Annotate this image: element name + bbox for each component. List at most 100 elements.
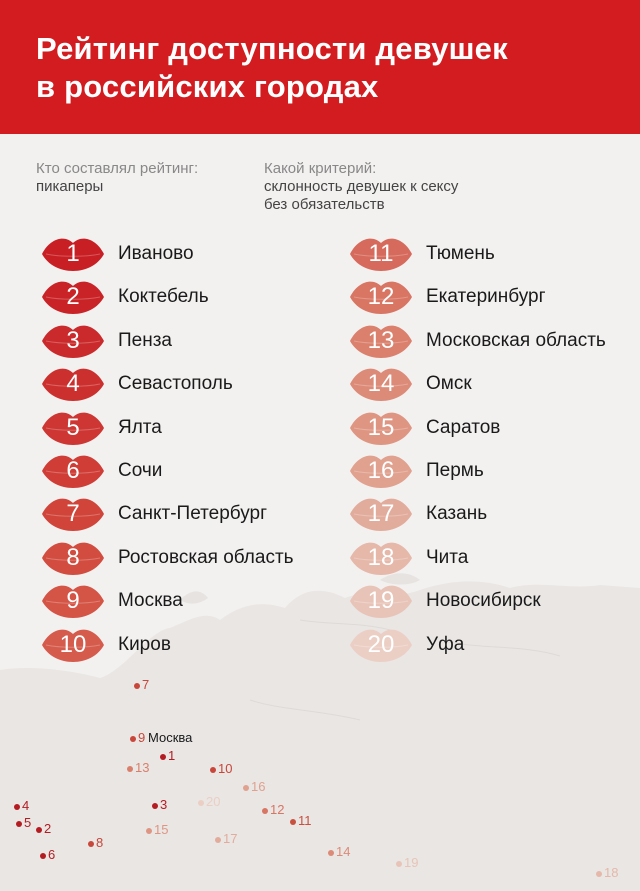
lips-icon — [348, 236, 414, 272]
map-pin: 12 — [262, 803, 284, 817]
map-pin-dot — [40, 852, 46, 859]
city-name: Уфа — [426, 633, 465, 655]
map-pin: 20 — [198, 795, 220, 809]
map-pin: 5 — [16, 816, 31, 830]
city-name: Москва — [118, 590, 183, 612]
rank-number: 14 — [367, 370, 395, 398]
map-pin-dot — [146, 827, 152, 834]
rank-number: 18 — [367, 543, 395, 571]
rank-number: 3 — [66, 326, 80, 354]
map-pin-label: 13 — [135, 760, 150, 775]
map-pin-label: 11 — [298, 813, 312, 828]
map-pin: 1 — [160, 749, 175, 763]
lips-icon — [348, 366, 414, 402]
rank-number: 17 — [367, 500, 395, 528]
lips-icon — [40, 323, 106, 359]
compiler-value: пикаперы — [36, 178, 104, 195]
lips-icon — [40, 583, 106, 619]
page-title: Рейтинг доступности девушек в российских… — [36, 30, 508, 106]
map-pin-dot — [16, 820, 22, 827]
map-pin-dot — [596, 870, 602, 877]
map-pin-label: 10 — [218, 761, 233, 776]
rank-number: 9 — [66, 587, 80, 615]
lips-icon — [348, 540, 414, 576]
city-name: Коктебель — [118, 286, 209, 308]
rank-number: 8 — [66, 543, 80, 571]
lips-icon — [348, 279, 414, 315]
map-pin-label: 18 — [604, 865, 619, 880]
lips-icon — [40, 627, 106, 663]
map-pin-label: 8 — [96, 835, 104, 850]
rank-number: 5 — [66, 413, 80, 441]
map-pin-dot — [14, 803, 20, 810]
criterion-label: Какой критерий: — [264, 160, 377, 177]
city-name: Сочи — [118, 459, 163, 481]
city-name: Екатеринбург — [426, 286, 546, 308]
map-pin-dot — [396, 860, 402, 867]
map-pin-label: 12 — [270, 802, 285, 817]
criterion-value-line-2: без обязательств — [264, 196, 385, 213]
map-pin-label: 14 — [336, 844, 351, 859]
lips-icon — [40, 236, 106, 272]
map-pin-label: 1 — [168, 748, 176, 763]
map-pin-label: 4 — [22, 798, 30, 813]
map-pin-label: 15 — [154, 822, 169, 837]
city-name: Иваново — [118, 243, 194, 264]
map-pin-label: 16 — [251, 779, 266, 794]
city-name: Казань — [426, 503, 488, 525]
map-pin: 14 — [328, 845, 350, 859]
map-pin: 9 — [130, 731, 145, 745]
lips-icon — [348, 410, 414, 446]
map-pin: 17 — [215, 832, 237, 846]
city-name: Киров — [118, 633, 171, 655]
city-name: Московская область — [426, 329, 606, 351]
map-pin: 6 — [40, 848, 55, 862]
map-pin: 16 — [243, 780, 265, 794]
city-name: Санкт-Петербург — [118, 503, 268, 525]
map-pin-dot — [160, 753, 166, 760]
rank-number: 6 — [66, 456, 80, 484]
lips-icon — [40, 279, 106, 315]
map-pin-dot — [36, 826, 42, 833]
title-line-1: Рейтинг доступности девушек — [36, 31, 508, 66]
rank-number: 10 — [59, 630, 87, 658]
map-pin: 19 — [396, 856, 418, 870]
rank-number: 4 — [66, 370, 80, 398]
map-pin: 13 — [127, 761, 149, 775]
city-name: Новосибирск — [426, 590, 541, 612]
map-pin-dot — [198, 799, 204, 806]
rank-number: 19 — [367, 587, 395, 615]
city-name: Севастополь — [118, 373, 233, 395]
map-pin: 11 — [290, 814, 312, 828]
city-name: Ростовская область — [118, 546, 294, 568]
lips-icon — [40, 453, 106, 489]
city-name: Тюмень — [426, 243, 495, 264]
lips-icon — [348, 496, 414, 532]
compiler-label: Кто составлял рейтинг: — [36, 160, 199, 177]
criterion-value-line-1: склонность девушек к сексу — [264, 178, 459, 195]
title-line-2: в российских городах — [36, 69, 379, 104]
lips-icon — [348, 583, 414, 619]
lips-icon — [40, 496, 106, 532]
lips-icon — [348, 453, 414, 489]
rank-number: 1 — [66, 240, 80, 267]
city-name: Саратов — [426, 416, 501, 438]
map-pin-dot — [290, 818, 296, 825]
map-pin-label: 3 — [160, 797, 168, 812]
compiler-info: Кто составлял рейтинг: пикаперы — [36, 160, 198, 196]
rank-number: 13 — [367, 326, 395, 354]
map-pin-dot — [134, 682, 140, 689]
city-name: Пенза — [118, 329, 172, 351]
map-pin-dot — [130, 735, 136, 742]
map-pin-label: 17 — [223, 831, 238, 846]
map-pin: 7 — [134, 678, 149, 692]
lips-icon — [348, 627, 414, 663]
header-banner: Рейтинг доступности девушек в российских… — [0, 0, 640, 134]
rank-number: 15 — [367, 413, 395, 441]
map-pin-dot — [243, 784, 249, 791]
city-name: Ялта — [118, 416, 162, 438]
city-name: Омск — [426, 373, 472, 395]
city-name: Пермь — [426, 459, 484, 481]
city-name: Чита — [426, 546, 469, 568]
map-pin-dot — [152, 802, 158, 809]
